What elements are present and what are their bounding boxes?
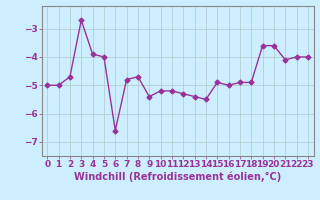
X-axis label: Windchill (Refroidissement éolien,°C): Windchill (Refroidissement éolien,°C)	[74, 172, 281, 182]
